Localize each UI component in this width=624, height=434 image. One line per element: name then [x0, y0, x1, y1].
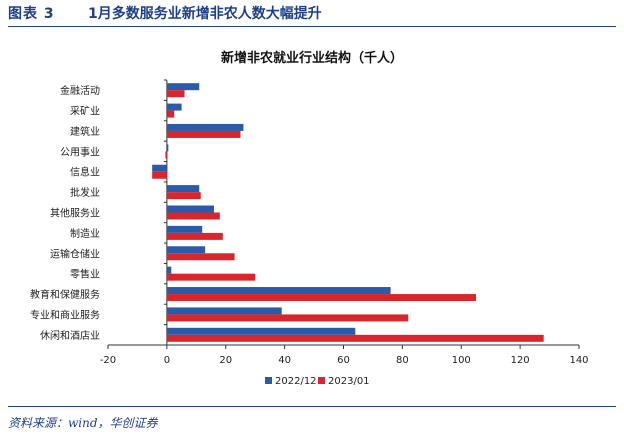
bar-series-2022-12 [166, 185, 200, 193]
bar-series-2023-01 [166, 294, 476, 302]
category-label: 教育和保健服务 [30, 288, 100, 301]
category-label: 建筑业 [70, 125, 100, 138]
source-note: 资料来源：wind，华创证券 [8, 416, 158, 430]
footer-rule [8, 406, 616, 407]
bar-series-2022-12 [166, 83, 200, 91]
legend-swatch [318, 377, 325, 384]
category-label: 专业和商业服务 [30, 308, 100, 321]
bar-series-2023-01 [166, 273, 256, 281]
category-label: 零售业 [70, 268, 100, 281]
x-tick-label: 120 [511, 355, 530, 366]
category-label: 金融活动 [60, 84, 100, 97]
bar-series-2023-01 [152, 171, 167, 179]
bar-series-2023-01 [166, 314, 409, 322]
category-label: 采矿业 [70, 105, 100, 118]
bar-series-2022-12 [152, 164, 167, 172]
category-label: 其他服务业 [50, 207, 100, 220]
figure-header: 图表 3 1月多数服务业新增非农人数大幅提升 [0, 0, 624, 24]
bar-chart: 新增非农就业行业结构（千人） 金融活动采矿业建筑业公用事业信息业批发业其他服务业… [30, 50, 589, 387]
bar-series-2022-12 [166, 327, 356, 335]
bar-series-2022-12 [166, 225, 203, 233]
bar-series-2023-01 [166, 130, 241, 138]
x-tick-label: 40 [278, 355, 291, 366]
bar-series-2022-12 [166, 123, 244, 131]
bar-series-2023-01 [166, 110, 175, 118]
bar-series-2023-01 [166, 253, 235, 261]
category-label: 批发业 [70, 186, 100, 199]
bar-series-2022-12 [166, 103, 182, 111]
bar-series-2023-01 [166, 90, 185, 98]
bar-series-2023-01 [166, 334, 544, 342]
figure-title: 1月多数服务业新增非农人数大幅提升 [88, 6, 322, 22]
bar-series-2023-01 [165, 151, 167, 159]
bar-series-2023-01 [166, 232, 223, 240]
x-tick-label: 80 [396, 355, 409, 366]
category-label: 休闲和酒店业 [40, 329, 100, 342]
x-tick-label: 140 [569, 355, 588, 366]
bar-series-2022-12 [166, 287, 391, 295]
header-rule [8, 26, 616, 27]
bars-group [152, 79, 544, 345]
x-axis: -20 0 20 40 60 80 100 120 140 [100, 344, 589, 366]
bar-series-2022-12 [166, 144, 169, 152]
category-label: 信息业 [70, 166, 100, 179]
category-label: 制造业 [70, 227, 100, 240]
bar-series-2022-12 [166, 205, 214, 213]
bar-series-2023-01 [166, 192, 201, 200]
bar-series-2022-12 [166, 307, 282, 315]
category-label: 运输仓储业 [50, 247, 100, 260]
x-tick-label: 0 [164, 355, 170, 366]
x-tick-label: 20 [219, 355, 232, 366]
bar-series-2022-12 [166, 266, 172, 274]
x-tick-label: 60 [337, 355, 350, 366]
x-tick-label: -20 [100, 355, 116, 366]
bar-series-2022-12 [166, 246, 206, 254]
legend-label: 2023/01 [328, 376, 370, 387]
category-label: 公用事业 [60, 145, 100, 158]
bar-series-2023-01 [166, 212, 220, 220]
x-tick-label: 100 [452, 355, 471, 366]
legend-swatch [265, 377, 272, 384]
category-labels: 金融活动采矿业建筑业公用事业信息业批发业其他服务业制造业运输仓储业零售业教育和保… [30, 84, 100, 342]
figure-label: 图表 3 [8, 6, 55, 22]
chart-title: 新增非农就业行业结构（千人） [221, 50, 403, 66]
legend-label: 2022/12 [275, 376, 317, 387]
legend: 2022/12 2023/01 [265, 376, 370, 387]
